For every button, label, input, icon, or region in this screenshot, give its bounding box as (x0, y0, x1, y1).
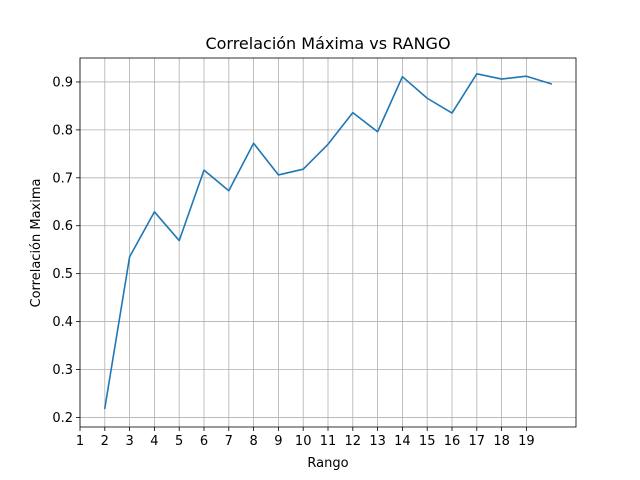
x-axis-label: Rango (307, 456, 348, 471)
x-tick-label: 7 (225, 434, 233, 449)
y-tick-label: 0.2 (52, 411, 73, 426)
series-line (104, 73, 553, 410)
x-tick-label: 16 (444, 434, 461, 449)
x-tick-label: 9 (274, 434, 282, 449)
x-tick-label: 19 (518, 434, 535, 449)
x-tick-label: 2 (101, 434, 109, 449)
x-tick-label: 1 (76, 434, 84, 449)
x-tick-label: 3 (125, 434, 133, 449)
y-tick-label: 0.7 (52, 171, 73, 186)
x-tick-label: 10 (295, 434, 312, 449)
x-tick-label: 6 (200, 434, 208, 449)
x-tick-label: 5 (175, 434, 183, 449)
y-tick-label: 0.9 (52, 75, 73, 90)
y-tick-label: 0.5 (52, 267, 73, 282)
series-layer (104, 73, 553, 410)
y-tick-label: 0.6 (52, 219, 73, 234)
x-tick-label: 11 (320, 434, 337, 449)
y-tick-label: 0.4 (52, 315, 73, 330)
x-tick-label: 17 (469, 434, 486, 449)
x-tick-label: 13 (369, 434, 386, 449)
x-tick-label: 4 (150, 434, 158, 449)
ticks: 1 2 3 4 5 6 7 8 9 10 11 12 13 14 15 16 17 18 190.20.30.40.… (52, 75, 534, 449)
chart-title: Correlación Máxima vs RANGO (205, 34, 450, 53)
y-tick-label: 0.8 (52, 123, 73, 138)
x-tick-label: 14 (394, 434, 411, 449)
y-axis-label: Correlación Maxima (29, 179, 44, 308)
x-tick-label: 18 (493, 434, 510, 449)
x-tick-label: 12 (345, 434, 362, 449)
x-tick-label: 8 (249, 434, 257, 449)
y-tick-label: 0.3 (52, 363, 73, 378)
x-tick-label: 15 (419, 434, 436, 449)
grid (79, 58, 576, 427)
